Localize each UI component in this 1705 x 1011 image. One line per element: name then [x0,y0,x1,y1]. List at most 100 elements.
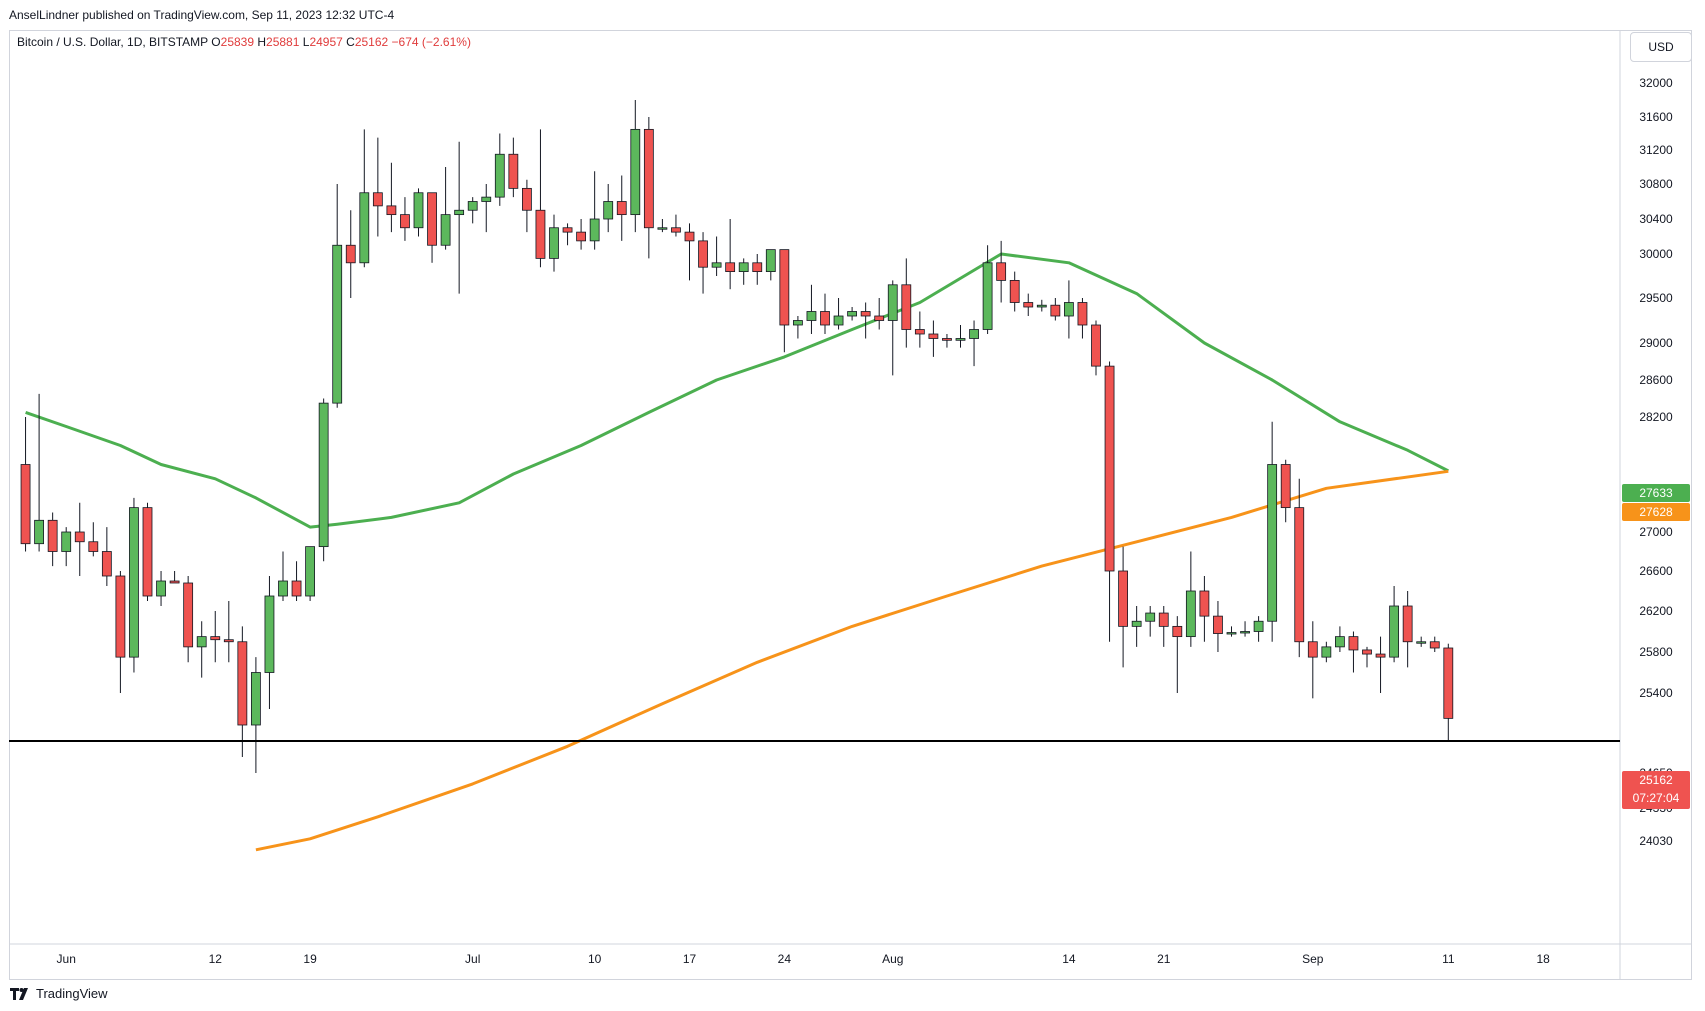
candle-body [386,205,397,216]
candle [887,280,898,376]
price-tags: 27633 27628 25162 07:27:04 [1622,484,1690,809]
candle [603,184,614,233]
time-tick-label: 18 [1536,952,1550,966]
candle [508,137,519,198]
candle-body [467,201,478,211]
candle-body [88,541,99,552]
chart-frame [9,30,1692,980]
candle-body [752,262,763,272]
candle [1009,271,1020,312]
candle [1375,636,1386,693]
candle [996,240,1007,303]
candle [400,197,410,241]
candle [860,302,871,339]
candle-body [47,519,58,552]
candle-body [223,639,234,643]
candle-body [454,209,465,216]
candle [765,249,776,281]
candle [1429,636,1440,652]
price-tag-label: 27628 [1639,505,1673,519]
candle [969,320,979,367]
candle-body [318,402,329,548]
candle [1307,621,1318,699]
candle-body [1036,304,1047,308]
symbol-legend: Bitcoin / U.S. Dollar, 1D, BITSTAMP O258… [17,35,471,49]
tradingview-logo[interactable]: TradingView [10,986,108,1001]
candle-body [440,214,451,246]
price-tag-label: 25162 [1639,773,1673,787]
candle [643,117,654,259]
price-tick-label: 30800 [1639,177,1673,191]
price-tag-bg [1622,771,1690,809]
candle-body [1077,302,1088,326]
candle [481,184,492,233]
candle [61,527,72,567]
candle [1267,421,1278,642]
candle-body [1443,647,1454,719]
candle-body [549,227,559,259]
candle [1402,591,1413,668]
candle [47,512,58,567]
candle-body [1335,636,1345,648]
candle [1240,621,1250,637]
price-tick-label: 25800 [1639,645,1673,659]
currency-button[interactable]: USD [1630,32,1692,62]
candle-body [101,551,112,577]
candle-body [508,153,519,189]
candle-body [1158,612,1169,627]
time-tick-label: Jul [465,952,480,966]
candle [454,141,465,294]
candle-body [1172,625,1183,638]
time-tick-label: Sep [1302,952,1324,966]
ma-orange-line [255,469,1449,852]
candle [535,129,546,268]
candle-body [1213,615,1223,634]
candle [318,398,329,562]
candle-body [74,531,85,543]
price-axis: 32000 31600 31200 30800 30400 30000 29500 29000… [1639,76,1673,848]
candle [522,179,532,233]
candle-body [684,231,695,242]
candle [901,258,912,348]
candle-body [901,284,912,330]
candle-body [183,582,194,648]
candle [169,571,180,584]
price-tag: 25162 07:27:04 [1622,771,1690,809]
price-tag-bg [1622,484,1690,502]
candle-body [535,209,546,259]
candle [372,137,383,237]
candle-body [305,546,316,597]
time-tick-label: 19 [303,952,317,966]
candle [1104,361,1115,642]
candle-body [61,531,72,552]
candle [1280,459,1291,523]
price-tick-label: 32000 [1639,76,1673,90]
candle-body [1131,620,1142,627]
candle-body [779,249,790,326]
close-value: 25162 [354,35,389,49]
price-tag-label: 27633 [1639,486,1673,500]
candle [549,214,559,272]
candle-body [982,262,993,330]
candle-body [1064,302,1074,317]
candle-body [820,311,830,326]
price-tick-label: 31200 [1639,143,1673,157]
candles [20,100,1454,773]
candle-body [616,201,627,216]
candle [1199,576,1210,642]
candle [1443,643,1454,741]
price-tick-label: 30000 [1639,247,1673,261]
close-label: C [346,35,355,49]
candle-body [1023,302,1034,308]
candle [440,167,451,250]
candle [1321,641,1332,663]
candle [982,245,993,334]
candle-body [1118,570,1128,627]
candle [1416,636,1427,647]
price-tick-label: 28200 [1639,410,1673,424]
candle [115,571,126,693]
candle [427,192,437,263]
price-tick-label: 26200 [1639,604,1673,618]
high-label: H [257,35,267,49]
